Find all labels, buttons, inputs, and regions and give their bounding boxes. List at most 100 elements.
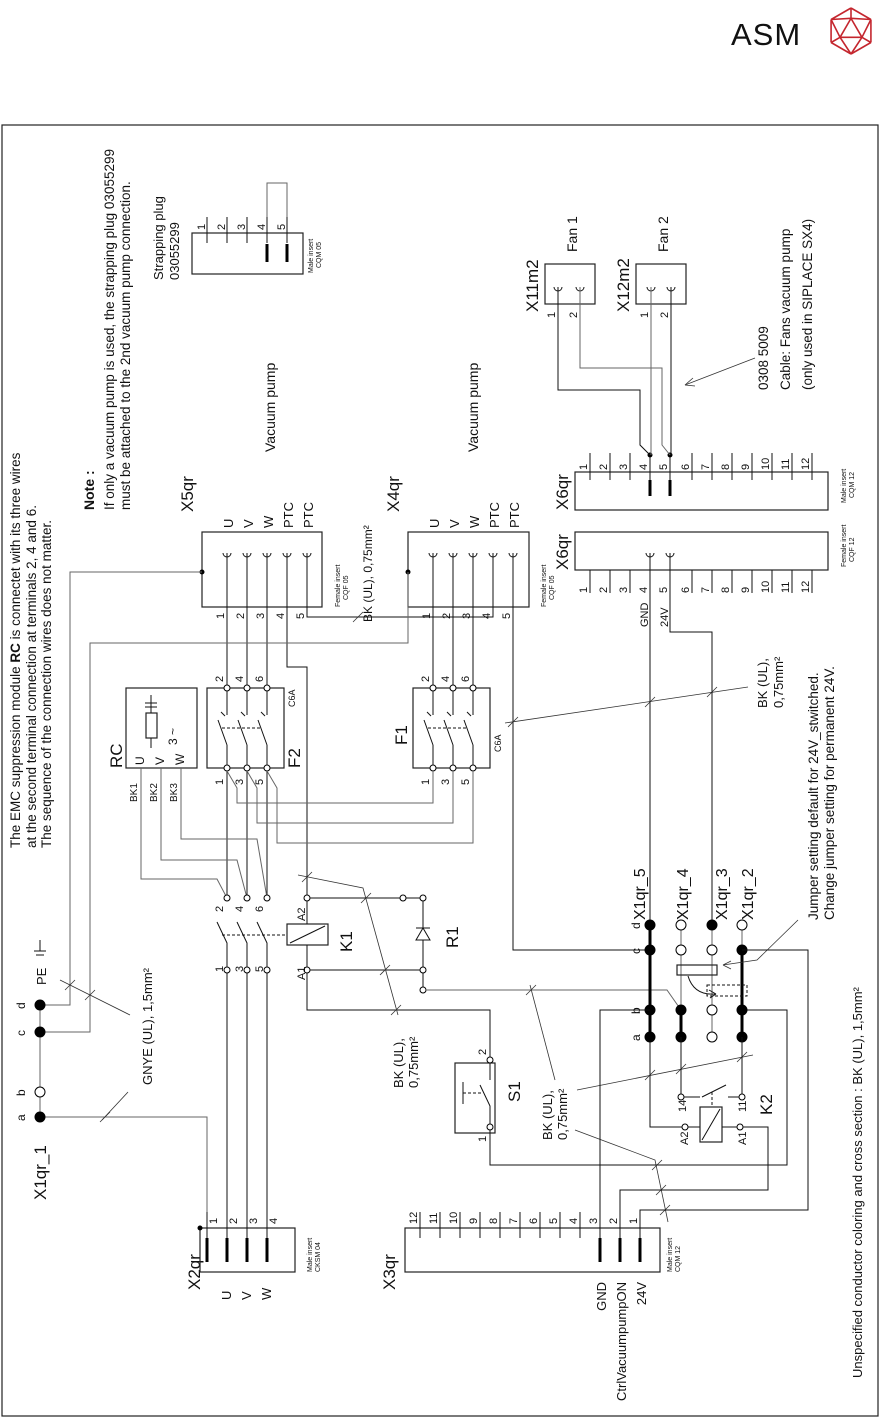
- fuse-rating: C6A: [493, 734, 503, 752]
- contact-terminal: [738, 1093, 746, 1101]
- pin-number: 1: [628, 1218, 640, 1224]
- terminal: [243, 894, 251, 902]
- note-title: Note :: [81, 470, 97, 510]
- cable-arrow: [684, 357, 756, 386]
- pin-number: 4: [256, 224, 268, 230]
- terminal-number: 3: [440, 779, 452, 785]
- signal-label: PTC: [301, 502, 316, 528]
- terminal-c: [675, 944, 687, 956]
- insert-code: CQM 12: [849, 472, 856, 498]
- terminal: [223, 684, 231, 692]
- note-line1: If only a vacuum pump is used, the strap…: [102, 149, 117, 510]
- fuse-trip: [466, 711, 472, 717]
- x1qr-row-label: X1qr_5: [632, 868, 649, 920]
- terminal-d: [34, 999, 46, 1011]
- terminal-number: 5: [254, 966, 266, 972]
- junction-dot: [197, 1225, 203, 1231]
- terminal-number: 2: [214, 676, 226, 682]
- wire-label: BK (UL),: [540, 1090, 555, 1140]
- terminal-letter: b: [14, 1089, 28, 1096]
- terminal-a: [644, 1031, 656, 1043]
- signal-label: U: [219, 1291, 234, 1300]
- control-wire: [489, 1009, 788, 1166]
- signal-label: W: [467, 515, 482, 528]
- logo-edge: [850, 17, 871, 21]
- cable-note-line: (only used in SIPLACE SX4): [800, 219, 815, 390]
- fuse-switch: [237, 719, 248, 746]
- terminal: [419, 894, 427, 902]
- wire-marker-tick: [84, 989, 96, 1001]
- x3qr-box: [404, 1227, 661, 1273]
- rc-label: RC: [107, 743, 126, 768]
- pin-number: 9: [468, 1218, 480, 1224]
- signal-label: PTC: [507, 502, 522, 528]
- signal-label: CtrlVacuumpumpON: [614, 1282, 629, 1401]
- terminal-number: 1: [214, 966, 226, 972]
- x11m2-label: X11m2: [523, 259, 542, 312]
- strapping-plug-title: Strapping plug: [151, 196, 166, 280]
- contact-terminal: [677, 1093, 685, 1101]
- terminal: [469, 684, 477, 692]
- x1qr-row-label: X1qr_2: [740, 868, 757, 920]
- signal-label: U: [221, 519, 236, 528]
- pin-number: 4: [638, 587, 650, 593]
- strapping-bridge-wire: [266, 182, 288, 217]
- fuse-switch: [443, 719, 454, 746]
- pin-number: 8: [720, 464, 732, 470]
- terminal-number: 3: [234, 966, 246, 972]
- fuse-trip: [240, 711, 246, 717]
- logo-edge: [830, 19, 841, 38]
- coil-terminal-label: A1: [737, 1132, 749, 1145]
- terminal: [223, 764, 231, 772]
- x1qr_1-label: X1qr_1: [31, 1145, 50, 1200]
- diode-icon: [415, 927, 431, 941]
- logo-text: ASM: [731, 17, 801, 52]
- wire-label: 0,75mm²: [771, 656, 786, 708]
- ptc-wire: [306, 553, 494, 618]
- fuse-parallel-wire: [266, 770, 474, 844]
- terminal-b: [736, 1004, 748, 1016]
- pin-number: 11: [780, 459, 792, 470]
- emc-note-line2: at the second terminal connection at ter…: [24, 505, 39, 848]
- pe-wire: [40, 1116, 208, 1228]
- terminal-number: 6: [254, 676, 266, 682]
- terminal-letter: a: [14, 1114, 28, 1121]
- terminal-d: [736, 919, 748, 931]
- terminal-number: 4: [440, 676, 452, 682]
- signal-label: GND: [594, 1282, 609, 1311]
- emc-note-suffix: is connectet with its three wires: [8, 452, 23, 643]
- terminal: [449, 684, 457, 692]
- terminal-number: 2: [477, 1049, 489, 1055]
- terminal-number: 1: [420, 779, 432, 785]
- terminal-number: 4: [234, 906, 246, 912]
- fuse-parallel-wire: [226, 770, 434, 804]
- pin-number: 1: [421, 613, 433, 619]
- terminal: [419, 966, 427, 974]
- terminal: [486, 1056, 494, 1064]
- pin-number: 7: [700, 464, 712, 470]
- bk-leader: [297, 874, 399, 1016]
- terminal: [263, 764, 271, 772]
- f1-box: [412, 687, 491, 769]
- pin-number: 4: [638, 464, 650, 470]
- pin-number: 5: [501, 613, 513, 619]
- wire-label: BK (UL),: [755, 658, 770, 708]
- emc-note-line3: The sequence of the connection wires doe…: [39, 520, 54, 848]
- fuse-trip: [446, 711, 452, 717]
- pin-number: 9: [740, 464, 752, 470]
- signal-label: GND: [639, 603, 651, 628]
- pin-number: 1: [578, 587, 590, 593]
- logo-edge: [850, 7, 872, 21]
- terminal-letter: a: [629, 1034, 643, 1041]
- signal-label: PTC: [281, 502, 296, 528]
- rc-terminal-label: W: [173, 753, 187, 765]
- signal-label: V: [239, 1291, 254, 1300]
- signal-label: PTC: [487, 502, 502, 528]
- r1-label: R1: [443, 926, 462, 948]
- rc-terminal-label: U: [133, 756, 147, 765]
- rc-wire: [180, 768, 268, 899]
- x6qr-female-box: [574, 531, 829, 571]
- fuse-switch: [257, 719, 268, 746]
- f2-box: [206, 687, 285, 769]
- jumper-default: [676, 964, 718, 976]
